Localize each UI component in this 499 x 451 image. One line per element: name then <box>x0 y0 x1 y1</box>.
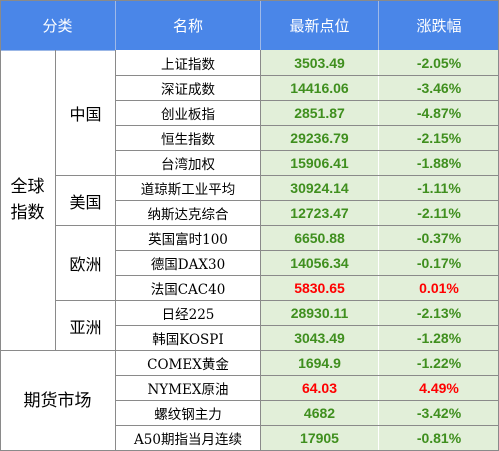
row-value: 3503.49 <box>261 50 379 75</box>
row-value: 30924.14 <box>261 176 379 200</box>
region-europe: 欧洲 <box>56 226 116 301</box>
table-row: 恒生指数 29236.79 -2.15% <box>116 126 499 151</box>
region-asia: 亚洲 <box>56 301 116 351</box>
table-row: 螺纹钢主力 4682 -3.42% <box>116 401 499 426</box>
row-name: 恒生指数 <box>116 126 261 150</box>
row-value: 4682 <box>261 401 379 425</box>
row-change: -2.11% <box>379 201 499 225</box>
row-name: NYMEX原油 <box>116 376 261 400</box>
row-change: -1.11% <box>379 176 499 200</box>
row-value: 29236.79 <box>261 126 379 150</box>
row-name: 纳斯达克综合 <box>116 201 261 225</box>
table-row: 台湾加权 15906.41 -1.88% <box>116 151 499 176</box>
table-row: 日经225 28930.11 -2.13% <box>116 301 499 326</box>
row-change: -0.81% <box>379 426 499 450</box>
row-change: -0.17% <box>379 251 499 275</box>
row-value: 2851.87 <box>261 101 379 125</box>
row-change: -1.22% <box>379 351 499 375</box>
region-usa: 美国 <box>56 176 116 226</box>
row-name: 螺纹钢主力 <box>116 401 261 425</box>
row-change: -0.37% <box>379 226 499 250</box>
row-name: COMEX黄金 <box>116 351 261 375</box>
row-name: 德国DAX30 <box>116 251 261 275</box>
row-value: 3043.49 <box>261 326 379 350</box>
table-row: A50期指当月连续 17905 -0.81% <box>116 426 499 451</box>
table-header: 分类 名称 最新点位 涨跌幅 <box>0 0 499 51</box>
group-futures-label: 期货市场 <box>23 390 92 411</box>
row-value: 17905 <box>261 426 379 450</box>
table-row: 创业板指 2851.87 -4.87% <box>116 101 499 126</box>
row-value: 15906.41 <box>261 151 379 175</box>
row-name: 英国富时100 <box>116 226 261 250</box>
header-latest: 最新点位 <box>261 0 379 50</box>
row-name: 韩国KOSPI <box>116 326 261 350</box>
table-row: 韩国KOSPI 3043.49 -1.28% <box>116 326 499 351</box>
row-change: -1.28% <box>379 326 499 350</box>
row-value: 1694.9 <box>261 351 379 375</box>
row-name: 上证指数 <box>116 50 261 75</box>
header-category: 分类 <box>0 0 116 50</box>
row-change: -2.13% <box>379 301 499 325</box>
row-name: 台湾加权 <box>116 151 261 175</box>
row-value: 28930.11 <box>261 301 379 325</box>
table-row: 英国富时100 6650.88 -0.37% <box>116 226 499 251</box>
row-change: -1.88% <box>379 151 499 175</box>
table-row: COMEX黄金 1694.9 -1.22% <box>116 351 499 376</box>
table-row: 深证成数 14416.06 -3.46% <box>116 76 499 101</box>
row-value: 64.03 <box>261 376 379 400</box>
row-name: 法国CAC40 <box>116 276 261 300</box>
table-row: 纳斯达克综合 12723.47 -2.11% <box>116 201 499 226</box>
group-futures: 期货市场 <box>0 351 116 451</box>
row-name: 深证成数 <box>116 76 261 100</box>
row-value: 14056.34 <box>261 251 379 275</box>
header-name: 名称 <box>116 0 261 50</box>
group-global-indices: 全球指数 <box>0 50 56 351</box>
table-row: 德国DAX30 14056.34 -0.17% <box>116 251 499 276</box>
group-global-label: 全球指数 <box>10 177 45 223</box>
row-value: 12723.47 <box>261 201 379 225</box>
row-change: 4.49% <box>379 376 499 400</box>
row-change: -2.05% <box>379 50 499 75</box>
table-row: 上证指数 3503.49 -2.05% <box>116 50 499 76</box>
row-value: 5830.65 <box>261 276 379 300</box>
table-row: 道琼斯工业平均 30924.14 -1.11% <box>116 176 499 201</box>
row-change: -2.15% <box>379 126 499 150</box>
row-change: -3.42% <box>379 401 499 425</box>
row-change: 0.01% <box>379 276 499 300</box>
row-change: -4.87% <box>379 101 499 125</box>
row-name: 道琼斯工业平均 <box>116 176 261 200</box>
row-name: 日经225 <box>116 301 261 325</box>
table-row: 法国CAC40 5830.65 0.01% <box>116 276 499 301</box>
row-change: -3.46% <box>379 76 499 100</box>
row-value: 6650.88 <box>261 226 379 250</box>
row-name: 创业板指 <box>116 101 261 125</box>
header-change: 涨跌幅 <box>416 16 462 35</box>
table-row: NYMEX原油 64.03 4.49% <box>116 376 499 401</box>
region-china: 中国 <box>56 50 116 176</box>
row-value: 14416.06 <box>261 76 379 100</box>
row-name: A50期指当月连续 <box>116 426 261 450</box>
